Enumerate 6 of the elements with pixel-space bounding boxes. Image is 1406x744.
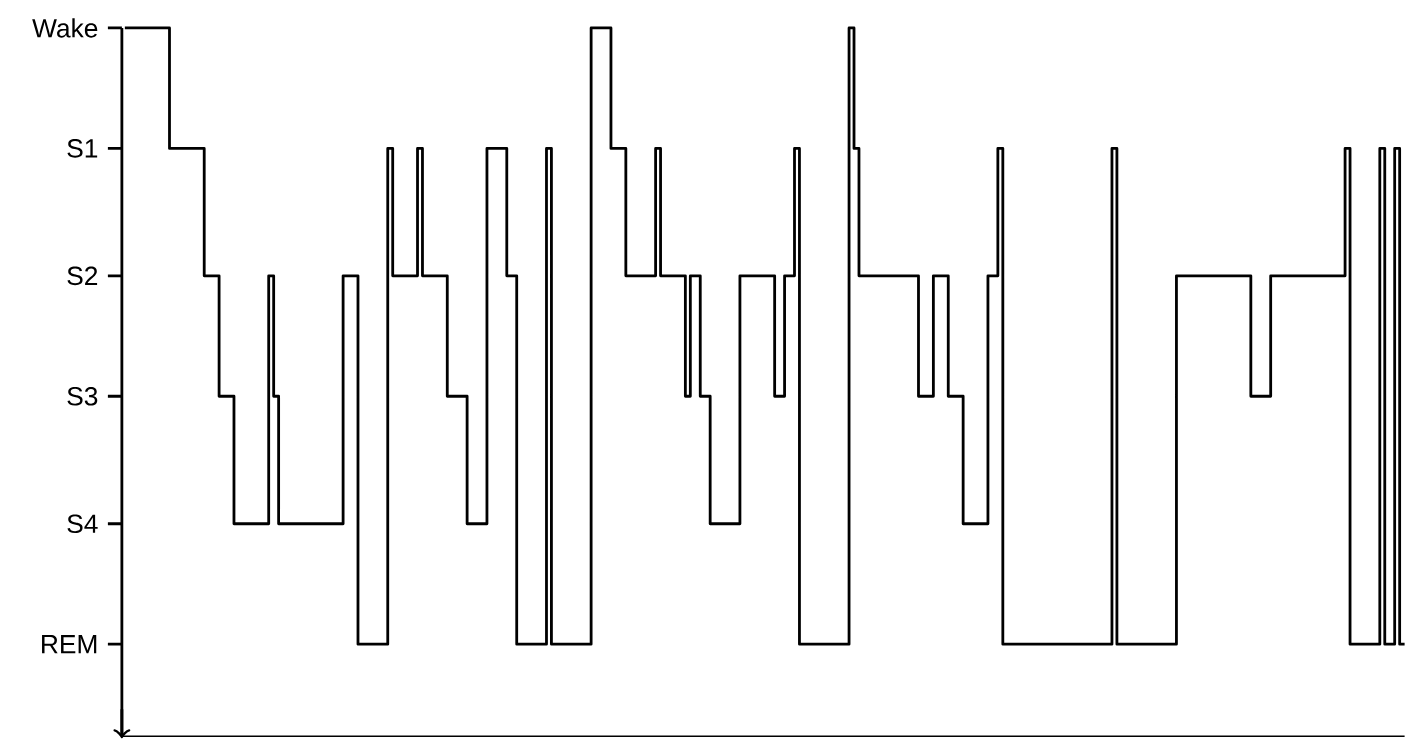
text: S2: [67, 266, 98, 286]
text: Wake: [32, 18, 98, 38]
text: S1: [67, 138, 98, 158]
text: S4: [67, 514, 98, 533]
text: S3: [67, 386, 98, 406]
text: REM: [42, 634, 97, 654]
